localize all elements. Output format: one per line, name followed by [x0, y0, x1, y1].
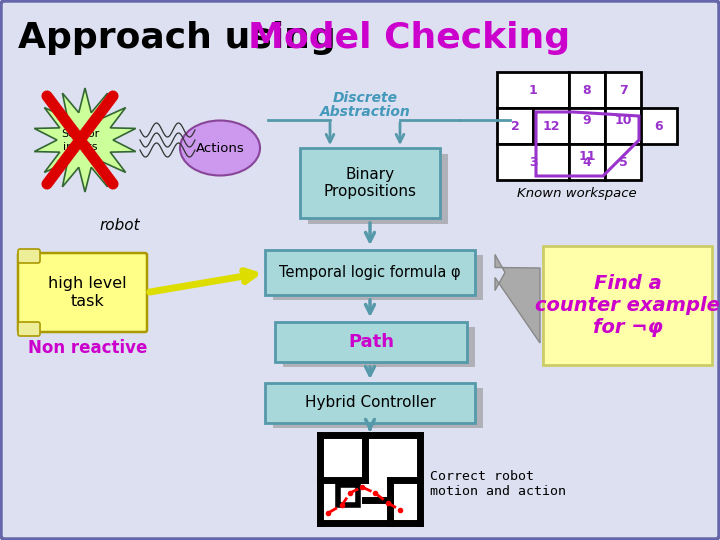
Text: 2: 2	[510, 119, 519, 132]
Text: Known workspace: Known workspace	[517, 187, 636, 200]
Text: 5: 5	[618, 156, 627, 168]
Bar	[300, 148, 440, 218]
Text: Non reactive: Non reactive	[28, 339, 147, 357]
Text: Approach using: Approach using	[18, 21, 348, 55]
Text: 3: 3	[528, 156, 537, 168]
Bar	[497, 72, 569, 108]
Text: 8: 8	[582, 84, 591, 97]
Text: 9: 9	[582, 113, 591, 126]
Text: Actions: Actions	[196, 141, 244, 154]
Bar	[265, 383, 475, 423]
Bar	[283, 327, 475, 367]
Text: high level
task: high level task	[48, 276, 127, 309]
Bar	[641, 108, 677, 144]
Text: 1: 1	[528, 84, 537, 97]
Polygon shape	[35, 88, 135, 192]
Bar	[605, 144, 641, 180]
Polygon shape	[495, 254, 540, 343]
FancyBboxPatch shape	[18, 322, 40, 336]
Text: Path: Path	[348, 333, 394, 351]
Text: Hybrid Controller: Hybrid Controller	[305, 395, 436, 410]
Ellipse shape	[180, 120, 260, 176]
Text: 10: 10	[614, 113, 631, 126]
Text: Abstraction: Abstraction	[320, 105, 410, 119]
Bar	[605, 72, 641, 108]
Bar	[605, 108, 641, 144]
FancyBboxPatch shape	[543, 246, 712, 365]
Text: inputs: inputs	[63, 142, 97, 152]
Text: 12: 12	[542, 119, 559, 132]
Bar	[338, 485, 358, 505]
Bar	[533, 108, 569, 144]
Text: 7: 7	[618, 84, 627, 97]
Text: Find a
counter example
for ¬φ: Find a counter example for ¬φ	[535, 274, 720, 337]
Text: robot: robot	[99, 218, 140, 233]
Bar	[308, 154, 448, 224]
Text: Sensor: Sensor	[61, 129, 99, 139]
Bar	[275, 322, 467, 362]
Bar	[320, 435, 420, 523]
Text: Temporal logic formula φ: Temporal logic formula φ	[279, 265, 461, 280]
FancyBboxPatch shape	[18, 253, 147, 332]
FancyBboxPatch shape	[18, 249, 40, 263]
Text: Correct robot
motion and action: Correct robot motion and action	[430, 470, 566, 498]
Bar	[497, 108, 533, 144]
Bar	[569, 72, 605, 108]
Bar	[265, 250, 475, 295]
Bar	[273, 255, 483, 300]
Text: 11: 11	[578, 150, 595, 163]
Bar	[497, 144, 569, 180]
Text: Model Checking: Model Checking	[248, 21, 570, 55]
Bar	[569, 144, 605, 180]
Bar	[569, 108, 605, 144]
Text: 6: 6	[654, 119, 663, 132]
Text: 4: 4	[582, 156, 591, 168]
Text: Discrete: Discrete	[333, 91, 397, 105]
Bar	[273, 388, 483, 428]
Text: Binary
Propositions: Binary Propositions	[323, 167, 416, 199]
